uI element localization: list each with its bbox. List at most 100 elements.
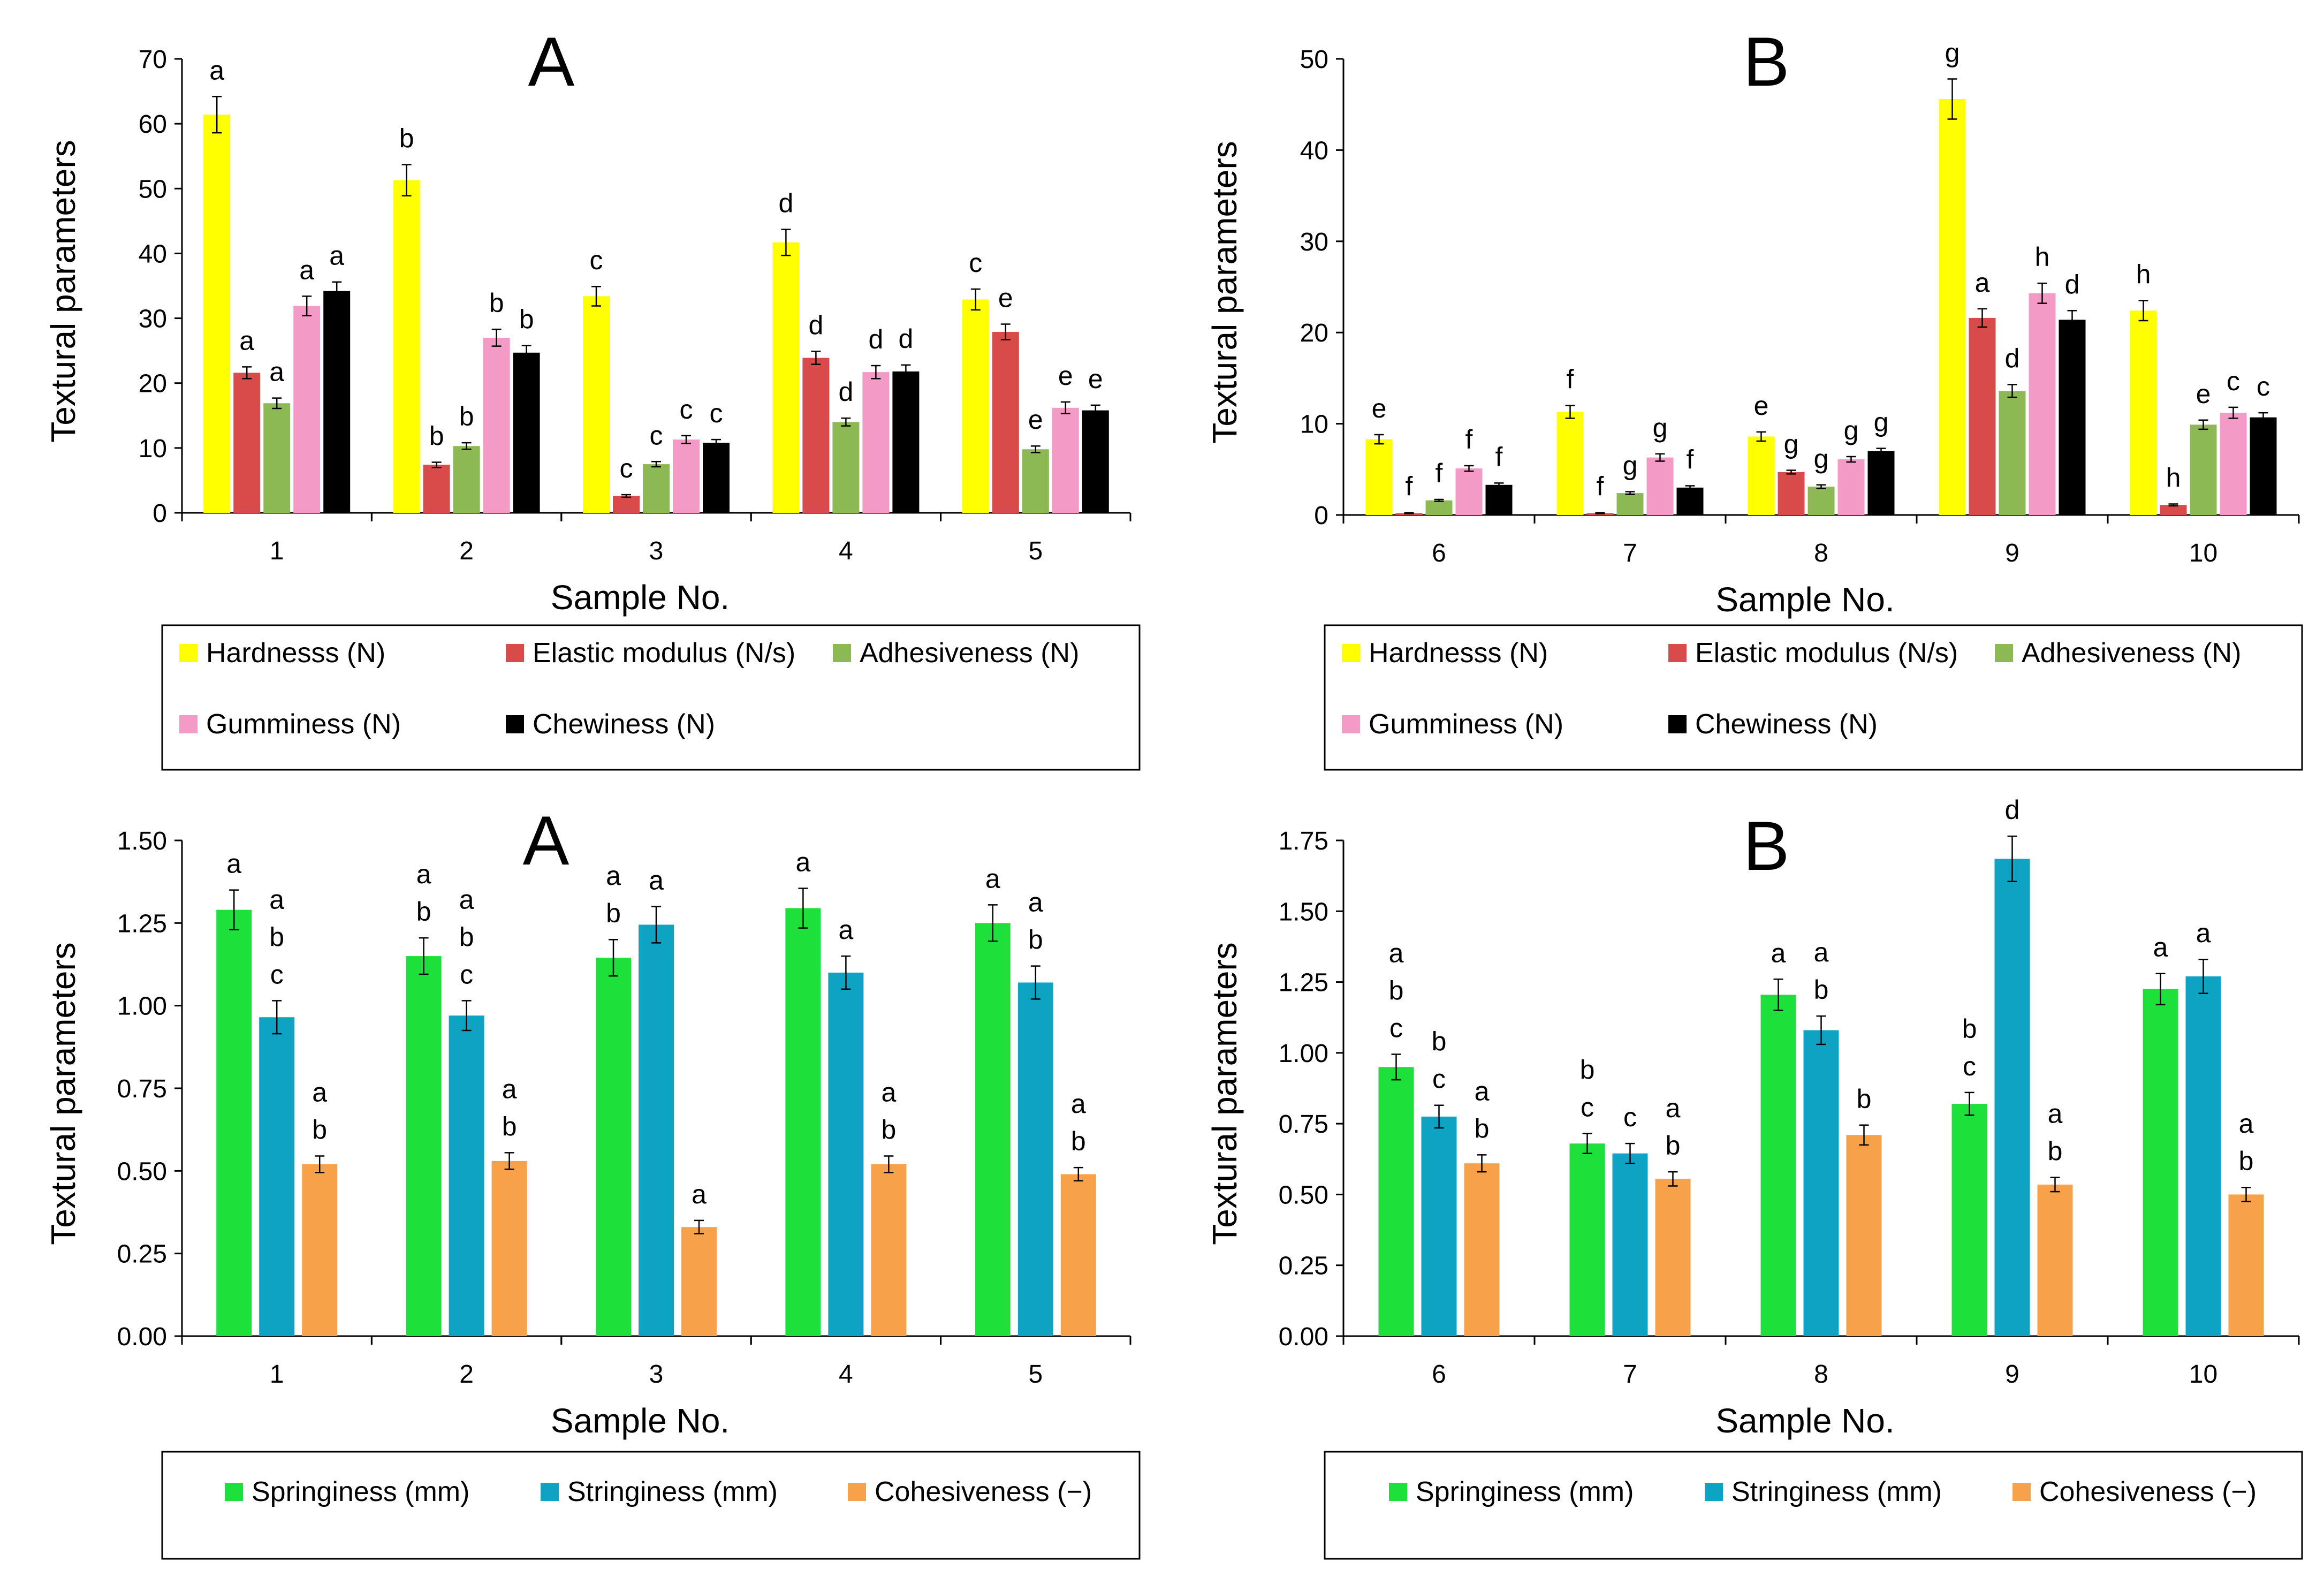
significance-letter: g	[1814, 444, 1829, 474]
legend-label: Gumminess (N)	[206, 709, 401, 740]
significance-letter: a	[1814, 937, 1829, 967]
bar-cohesiveness	[1655, 1179, 1691, 1336]
significance-letter: d	[2005, 795, 2020, 825]
x-tick-label: 8	[1814, 1360, 1828, 1389]
bar-stringiness	[2185, 976, 2221, 1336]
significance-letter: c	[650, 420, 663, 450]
error-bar	[1000, 323, 1011, 340]
error-bar	[798, 888, 808, 929]
significance-letter: f	[1436, 458, 1443, 488]
legend-box	[1324, 624, 2303, 771]
significance-letter: b	[606, 898, 621, 928]
error-bar	[1391, 1053, 1401, 1081]
significance-letter: d	[2005, 343, 2020, 373]
significance-letter: b	[1580, 1055, 1595, 1085]
significance-letter: c	[2257, 371, 2270, 401]
legend-label: Stringiness (mm)	[567, 1476, 778, 1507]
legend-swatch	[1705, 1483, 1723, 1501]
legend-swatch	[506, 644, 524, 662]
significance-letter: a	[416, 859, 431, 889]
bar-springiness	[975, 923, 1011, 1336]
legend-swatch	[1389, 1483, 1407, 1501]
x-tick-label: 5	[1028, 1360, 1043, 1389]
significance-letter: b	[1071, 1126, 1086, 1156]
error-bar	[1494, 482, 1504, 488]
error-bar	[711, 438, 721, 447]
x-tick-label: 10	[2189, 1360, 2217, 1389]
error-bar	[2007, 384, 2017, 398]
significance-letter: f	[1406, 472, 1413, 502]
legend-label: Chewiness (N)	[1695, 709, 1878, 740]
significance-letter: a	[312, 1078, 327, 1108]
error-bar	[651, 461, 661, 468]
x-axis-title: Sample No.	[551, 578, 730, 617]
legend-label: Elastic modulus (N/s)	[533, 638, 795, 669]
y-tick-label: 1.00	[117, 992, 167, 1021]
bar-chewiness	[2059, 320, 2086, 515]
significance-letter: d	[808, 310, 823, 340]
significance-letter: a	[209, 55, 224, 85]
error-bar	[2138, 300, 2148, 322]
error-bar	[1404, 512, 1414, 514]
significance-letter: f	[1687, 444, 1694, 474]
legend-label: Cohesiveness (−)	[2039, 1476, 2257, 1507]
legend-swatch	[1668, 644, 1687, 662]
bar-elastic	[1778, 472, 1805, 515]
significance-letter: a	[1028, 888, 1043, 918]
bar-cohesiveness	[302, 1164, 338, 1336]
error-bar	[332, 281, 342, 301]
significance-letter: d	[838, 377, 853, 407]
error-bar	[2258, 412, 2268, 423]
bar-stringiness	[1612, 1153, 1648, 1336]
error-bar	[1977, 308, 1987, 328]
significance-letter: c	[590, 245, 603, 275]
y-tick-label: 30	[139, 305, 167, 333]
significance-letter: c	[620, 453, 633, 483]
significance-letter: f	[1567, 365, 1574, 395]
bar-adhesiveness	[643, 464, 670, 513]
error-bar	[2067, 310, 2077, 330]
significance-letter: c	[2227, 366, 2240, 396]
significance-letter: e	[1088, 364, 1103, 394]
significance-letter: a	[1975, 268, 1990, 298]
bar-gumminess	[2220, 413, 2247, 515]
error-bar	[1434, 1104, 1444, 1129]
error-bar	[1565, 405, 1575, 419]
error-bar	[2198, 419, 2208, 430]
legend-label: Gumminess (N)	[1369, 709, 1563, 740]
error-bar	[504, 1152, 514, 1170]
legend-label: Stringiness (mm)	[1731, 1476, 1942, 1507]
significance-letter: e	[1058, 361, 1073, 391]
significance-letter: g	[1623, 451, 1638, 481]
bar-springiness	[216, 909, 252, 1336]
significance-letter: b	[502, 1111, 517, 1141]
error-bar	[242, 366, 252, 380]
bar-springiness	[1760, 995, 1796, 1336]
bar-chewiness	[323, 291, 351, 513]
bar-cohesiveness	[1060, 1174, 1096, 1336]
significance-letter: a	[649, 865, 664, 895]
bar-gumminess	[483, 337, 510, 513]
significance-letter: b	[2048, 1136, 2063, 1166]
error-bar	[841, 955, 851, 990]
bar-adhesiveness	[832, 422, 860, 513]
significance-letter: b	[1666, 1131, 1681, 1161]
significance-letter: a	[795, 847, 810, 877]
bar-adhesiveness	[453, 446, 480, 513]
bar-hardnesss	[772, 242, 800, 513]
x-tick-label: 4	[839, 537, 853, 565]
significance-letter: a	[502, 1074, 517, 1104]
legend-label: Adhesiveness (N)	[2022, 638, 2241, 669]
error-bar	[1859, 1124, 1869, 1146]
error-bar	[591, 285, 601, 307]
legend-swatch	[506, 715, 524, 733]
bar-cohesiveness	[871, 1164, 907, 1336]
legend-box	[161, 624, 1141, 771]
y-tick-label: 1.00	[1279, 1040, 1328, 1068]
bar-gumminess	[1837, 459, 1865, 515]
significance-letter: a	[881, 1078, 896, 1108]
bar-elastic	[802, 358, 830, 513]
significance-letter: b	[416, 897, 431, 927]
significance-letter: b	[1432, 1027, 1447, 1057]
